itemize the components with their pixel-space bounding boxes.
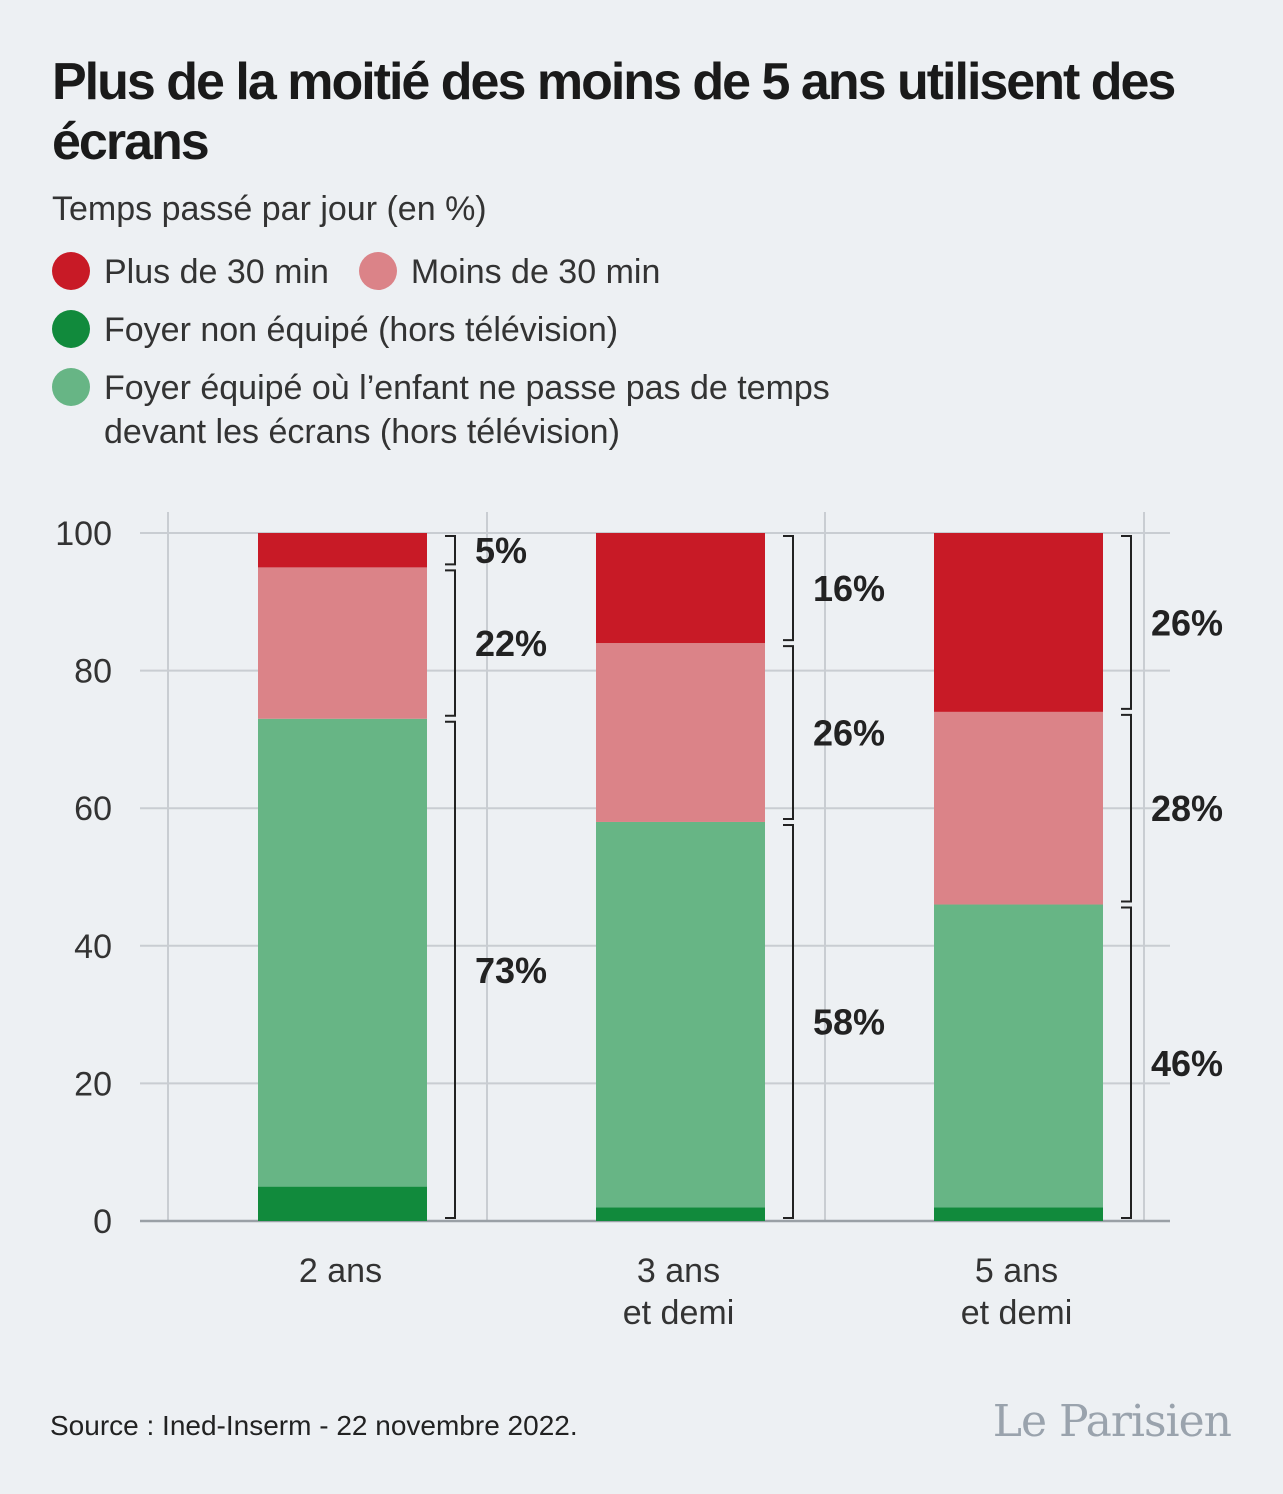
data-label: 26% <box>1151 602 1223 643</box>
bar-segment <box>258 1186 427 1221</box>
source-note: Source : Ined-Inserm - 22 novembre 2022. <box>50 1410 578 1441</box>
bracket <box>445 720 456 1219</box>
bar-segment <box>934 533 1103 712</box>
legend-label-moins-30: Moins de 30 min <box>410 253 661 291</box>
legend: Plus de 30 min Moins de 30 min Foyer non… <box>52 250 934 468</box>
y-tick-label: 0 <box>93 1203 112 1241</box>
y-tick-label: 20 <box>74 1065 112 1103</box>
legend-item-plus-30: Plus de 30 min <box>52 250 329 294</box>
bracket <box>1121 535 1132 710</box>
x-tick-label: 3 ans <box>637 1252 720 1290</box>
legend-dot-non-equipe <box>52 310 90 348</box>
data-label: 26% <box>813 713 885 754</box>
bar-segment <box>258 718 427 1187</box>
stacked-bar-chart: 0 20 40 60 80 100 2 ans 3 ans et demi 5 ans et dem… <box>55 512 1223 1332</box>
y-tick-label: 80 <box>74 653 112 691</box>
bracket <box>783 535 794 642</box>
data-label: 22% <box>475 623 547 664</box>
data-label: 16% <box>813 568 885 609</box>
bar-segment <box>934 1207 1103 1221</box>
legend-item-equipe: Foyer équipé où l’enfant ne passe pas de… <box>52 366 904 454</box>
data-label: 28% <box>1151 788 1223 829</box>
x-tick-label: 5 ans <box>975 1252 1058 1290</box>
legend-dot-equipe <box>52 368 90 406</box>
bar-segment <box>258 567 427 719</box>
chart-title: Plus de la moitié des moins de 5 ans uti… <box>52 53 1176 171</box>
bar-segment <box>596 1207 765 1221</box>
legend-item-non-equipe: Foyer non équipé (hors télévision) <box>52 308 618 352</box>
legend-item-moins-30: Moins de 30 min <box>358 250 661 294</box>
le-parisien-logo: Le Parisien <box>992 1396 1232 1447</box>
data-label: 5% <box>475 530 527 571</box>
bracket <box>1121 906 1132 1219</box>
bracket <box>783 823 794 1219</box>
bracket <box>445 535 456 566</box>
bar-segment <box>596 821 765 1208</box>
bar-segment <box>258 533 427 568</box>
data-label: 46% <box>1151 1043 1223 1084</box>
bar-segment <box>596 643 765 822</box>
legend-label-equipe: Foyer équipé où l’enfant ne passe pas de… <box>104 369 830 451</box>
legend-label-plus-30: Plus de 30 min <box>104 253 329 291</box>
bracket <box>783 645 794 820</box>
y-tick-label: 60 <box>74 790 112 828</box>
chart-subtitle: Temps passé par jour (en %) <box>52 190 487 228</box>
legend-label-non-equipe: Foyer non équipé (hors télévision) <box>104 311 619 349</box>
bracket <box>1121 713 1132 903</box>
legend-dot-moins-30 <box>358 252 397 290</box>
bar-segment <box>934 711 1103 905</box>
bracket <box>445 569 456 717</box>
x-tick-label: 2 ans <box>299 1252 382 1290</box>
data-label: 73% <box>475 950 547 991</box>
bar-segment <box>596 533 765 644</box>
legend-dot-plus-30 <box>52 252 90 290</box>
bar-segment <box>934 904 1103 1208</box>
x-tick-label: et demi <box>961 1294 1073 1332</box>
y-tick-label: 100 <box>55 515 112 553</box>
x-tick-label: et demi <box>623 1294 735 1332</box>
data-label: 58% <box>813 1001 885 1042</box>
y-tick-label: 40 <box>74 928 112 966</box>
